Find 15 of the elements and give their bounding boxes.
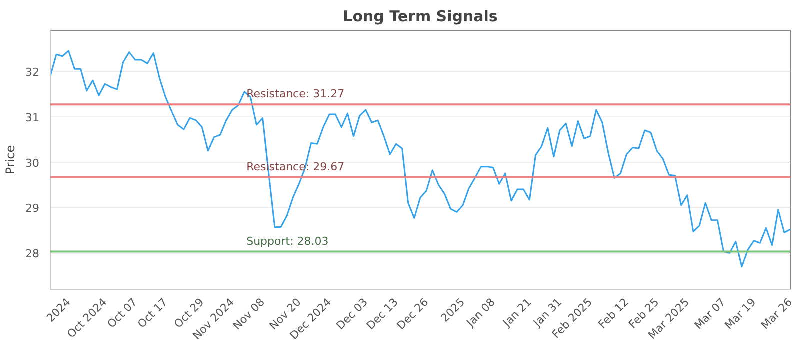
chart-title: Long Term Signals [343, 8, 498, 26]
y-tick-label: 28 [26, 248, 40, 261]
ref-line-label: Support: 28.03 [246, 234, 329, 248]
x-tick-label: Mar 26 [758, 296, 796, 332]
y-tick-label: 32 [26, 66, 40, 79]
line-series [50, 50, 790, 268]
ref-line-label: Resistance: 31.27 [246, 88, 345, 101]
x-tick-label: Mar 19 [722, 296, 759, 332]
x-tick-label: Jan 08 [464, 296, 498, 330]
y-tick-label: 29 [26, 202, 40, 216]
x-tick-label: Oct 17 [135, 296, 170, 331]
y-tick-label: 31 [26, 111, 40, 124]
x-tick-label: Jan 21 [500, 296, 534, 330]
y-axis-title: Price [4, 145, 18, 175]
y-tick-label: 30 [26, 156, 40, 170]
